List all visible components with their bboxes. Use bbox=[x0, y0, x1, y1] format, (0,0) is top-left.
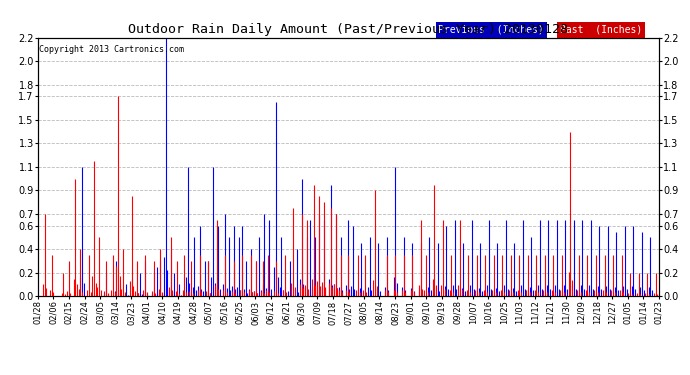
Text: Copyright 2013 Cartronics.com: Copyright 2013 Cartronics.com bbox=[39, 45, 184, 54]
Text: Previous  (Inches): Previous (Inches) bbox=[439, 25, 544, 35]
Title: Outdoor Rain Daily Amount (Past/Previous Year) 20130128: Outdoor Rain Daily Amount (Past/Previous… bbox=[128, 23, 569, 36]
Text: Past  (Inches): Past (Inches) bbox=[560, 25, 642, 35]
